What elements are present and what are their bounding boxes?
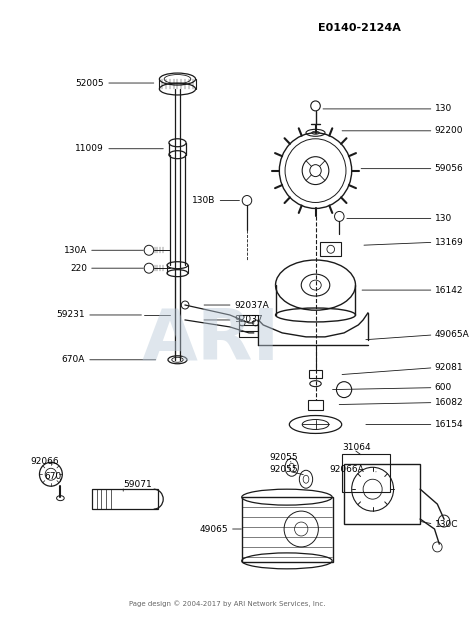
- Text: ARI: ARI: [142, 305, 280, 374]
- Text: 130B: 130B: [192, 196, 216, 205]
- Text: 31064: 31064: [342, 443, 371, 452]
- Text: 92066: 92066: [30, 457, 59, 466]
- Text: 92037A: 92037A: [235, 300, 269, 310]
- Text: 220: 220: [70, 264, 87, 273]
- Text: 16154: 16154: [435, 420, 463, 429]
- Bar: [342, 454, 390, 492]
- Text: Page design © 2004-2017 by ARI Network Services, Inc.: Page design © 2004-2017 by ARI Network S…: [129, 600, 325, 607]
- Text: 92081: 92081: [435, 363, 463, 372]
- Text: 16142: 16142: [435, 285, 463, 295]
- Text: 670A: 670A: [62, 355, 85, 364]
- Bar: [309, 370, 322, 378]
- Text: 13169: 13169: [435, 238, 463, 247]
- Text: 130A: 130A: [64, 246, 87, 255]
- Bar: [92, 489, 158, 509]
- Text: 130: 130: [435, 214, 452, 223]
- Bar: [308, 400, 323, 410]
- Bar: [239, 325, 258, 337]
- Text: 16082: 16082: [435, 398, 463, 407]
- Text: 49065: 49065: [199, 524, 228, 534]
- Bar: [320, 242, 341, 256]
- Text: 92055: 92055: [270, 453, 299, 462]
- Text: 600: 600: [435, 383, 452, 392]
- Text: 59056: 59056: [435, 164, 463, 173]
- Text: 49065A: 49065A: [435, 331, 469, 339]
- Text: 130C: 130C: [435, 519, 458, 529]
- Text: 670: 670: [44, 472, 62, 481]
- Bar: [242, 497, 333, 562]
- Text: 59231: 59231: [56, 311, 85, 319]
- Text: 92066A: 92066A: [330, 465, 365, 474]
- Text: 59071: 59071: [123, 480, 152, 489]
- Text: E0140-2124A: E0140-2124A: [319, 24, 401, 33]
- Bar: [344, 464, 420, 524]
- Text: 92055: 92055: [270, 465, 299, 474]
- Bar: [239, 315, 258, 331]
- Text: 52005: 52005: [75, 79, 104, 87]
- Text: 92200: 92200: [435, 126, 463, 136]
- Text: 130: 130: [435, 105, 452, 113]
- Text: 92037: 92037: [235, 316, 263, 324]
- Text: 11009: 11009: [75, 144, 104, 154]
